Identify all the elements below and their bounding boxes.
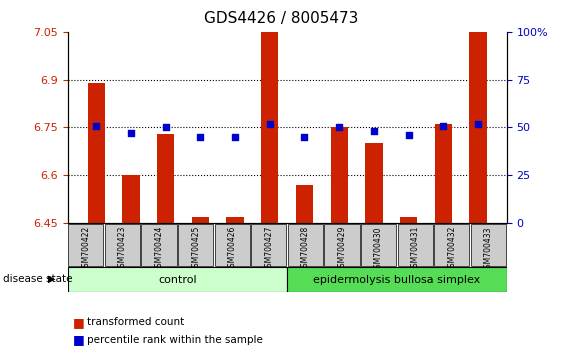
Text: GSM700429: GSM700429 (338, 226, 346, 273)
FancyBboxPatch shape (68, 224, 104, 266)
Text: GSM700424: GSM700424 (155, 226, 163, 273)
Bar (261, 32, 279, 223)
Bar (330, 127, 348, 223)
Point (334, 125, 343, 130)
Text: GSM700430: GSM700430 (374, 226, 383, 273)
FancyBboxPatch shape (287, 267, 507, 292)
Bar (157, 134, 175, 223)
Text: GSM700433: GSM700433 (484, 226, 493, 273)
FancyBboxPatch shape (434, 224, 470, 266)
Point (300, 134, 309, 140)
Text: epidermolysis bullosa simplex: epidermolysis bullosa simplex (313, 275, 481, 285)
FancyBboxPatch shape (471, 224, 506, 266)
Text: GSM700425: GSM700425 (191, 226, 200, 273)
FancyBboxPatch shape (68, 267, 287, 292)
FancyBboxPatch shape (105, 224, 140, 266)
Bar (435, 124, 452, 223)
Bar (365, 143, 383, 223)
Text: GSM700426: GSM700426 (228, 226, 236, 273)
Text: ▶: ▶ (48, 274, 55, 284)
Text: ■: ■ (73, 333, 85, 346)
FancyBboxPatch shape (361, 224, 396, 266)
FancyBboxPatch shape (397, 224, 433, 266)
Text: GSM700423: GSM700423 (118, 226, 127, 273)
Point (127, 130, 136, 136)
Bar (400, 217, 417, 223)
Bar (122, 175, 140, 223)
Text: GSM700432: GSM700432 (448, 226, 456, 273)
Point (265, 121, 274, 126)
Bar (226, 217, 244, 223)
Text: GSM700431: GSM700431 (411, 226, 419, 273)
Bar (296, 185, 313, 223)
Text: control: control (158, 275, 196, 285)
Text: GSM700427: GSM700427 (265, 226, 273, 273)
Point (161, 125, 170, 130)
Point (473, 121, 482, 126)
Point (231, 134, 240, 140)
FancyBboxPatch shape (324, 224, 360, 266)
Point (404, 132, 413, 138)
Bar (87, 83, 105, 223)
Point (92, 123, 101, 129)
Text: percentile rank within the sample: percentile rank within the sample (87, 335, 263, 345)
FancyBboxPatch shape (141, 224, 177, 266)
Bar (191, 217, 209, 223)
Text: ■: ■ (73, 316, 85, 329)
FancyBboxPatch shape (251, 224, 287, 266)
Text: GSM700422: GSM700422 (82, 226, 90, 272)
Bar (470, 32, 487, 223)
Point (369, 129, 378, 134)
Text: GSM700428: GSM700428 (301, 226, 310, 272)
FancyBboxPatch shape (288, 224, 323, 266)
Point (439, 123, 448, 129)
Text: transformed count: transformed count (87, 317, 185, 327)
FancyBboxPatch shape (178, 224, 213, 266)
Point (196, 134, 205, 140)
FancyBboxPatch shape (215, 224, 250, 266)
Text: GDS4426 / 8005473: GDS4426 / 8005473 (204, 11, 359, 25)
Text: disease state: disease state (3, 274, 72, 284)
